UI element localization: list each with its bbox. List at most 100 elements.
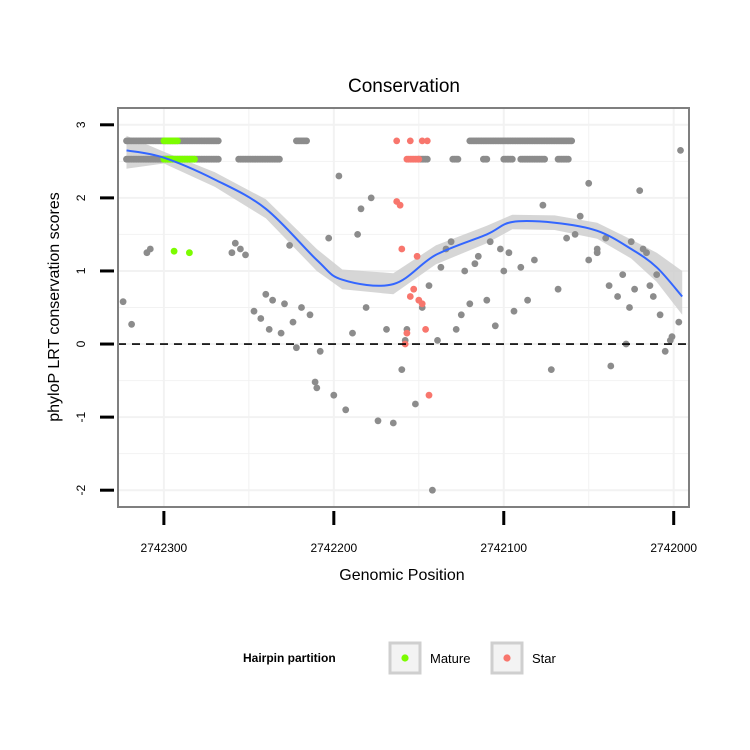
data-point-other (646, 282, 654, 289)
data-point-other (649, 293, 657, 300)
x-axis-title: Genomic Position (339, 567, 464, 584)
data-point-other (434, 337, 441, 344)
x-axis: 2742300 2742200 2742100 2742000 (141, 511, 697, 555)
data-point-other (330, 391, 338, 399)
y-tick-label: 0 (74, 340, 88, 347)
data-point-other (289, 318, 297, 326)
y-axis: -2 -1 0 1 2 3 (74, 121, 114, 496)
data-point-star (406, 293, 414, 300)
data-point-other (303, 137, 310, 145)
data-point-other (242, 251, 249, 259)
data-point-other (554, 285, 562, 293)
data-point-other (631, 285, 638, 293)
data-point-other (474, 252, 482, 260)
data-point-other (257, 315, 265, 322)
data-point-other (454, 155, 462, 163)
data-point-other (335, 172, 343, 180)
y-tick-label: -2 (74, 485, 88, 496)
data-point-other (677, 147, 684, 154)
y-axis-title: phyloP LRT conservation scores (46, 192, 63, 421)
data-point-other (661, 347, 669, 355)
data-point-other (585, 256, 593, 264)
data-point-star (422, 326, 429, 333)
data-point-other (119, 298, 127, 306)
data-point-other (531, 256, 538, 264)
data-point-other (668, 333, 676, 341)
data-point-other (547, 366, 555, 373)
data-point-other (425, 282, 433, 289)
data-point-other (306, 311, 314, 319)
loess-smooth-line (126, 149, 683, 298)
data-point-other (675, 318, 683, 326)
data-point-other (214, 137, 222, 145)
data-point-other (313, 384, 321, 392)
x-tick-label: 2742000 (650, 541, 697, 555)
data-point-other (571, 231, 579, 238)
data-point-mature (186, 249, 193, 257)
y-tick-label: -1 (74, 411, 88, 422)
data-point-other (486, 238, 494, 246)
data-point-mature (174, 137, 181, 145)
data-point-other (276, 155, 283, 163)
data-point-other (325, 234, 333, 242)
data-point-other (423, 155, 431, 163)
data-point-other (281, 300, 288, 308)
data-point-other (656, 311, 664, 319)
data-point-other (265, 326, 273, 333)
data-point-other (357, 205, 365, 213)
data-point-other (483, 155, 491, 163)
data-point-other (508, 155, 516, 163)
data-point-other (398, 366, 406, 373)
legend-point-star (503, 654, 511, 662)
data-point-other (500, 267, 508, 275)
data-point-other (146, 245, 154, 253)
grid (118, 108, 689, 507)
data-point-other (412, 400, 419, 408)
data-point-other (214, 155, 222, 163)
x-tick-label: 2742300 (141, 541, 188, 555)
data-point-other (383, 326, 390, 333)
data-point-other (483, 296, 491, 304)
data-point-other (277, 329, 285, 337)
data-point-other (228, 249, 236, 257)
data-point-other (653, 271, 661, 278)
data-point-other (374, 417, 382, 425)
data-point-other (237, 245, 244, 253)
data-point-other (524, 296, 531, 304)
data-point-star (418, 137, 426, 145)
data-point-other (128, 320, 136, 328)
legend-title: Hairpin partition (243, 651, 336, 665)
y-tick-label: 1 (74, 267, 88, 274)
x-tick-label: 2742100 (480, 541, 527, 555)
data-point-star (418, 300, 426, 308)
data-point-star (423, 137, 431, 145)
data-point-other (250, 307, 258, 315)
data-point-other (447, 238, 455, 246)
data-point-other (497, 245, 504, 253)
data-point-star (410, 285, 418, 293)
data-point-other (576, 212, 584, 220)
data-point-other (466, 300, 474, 308)
data-point-other (471, 260, 479, 268)
data-point-other (429, 486, 436, 494)
data-point-other (568, 137, 576, 145)
data-point-other (437, 263, 445, 271)
data-point-other (643, 249, 650, 257)
data-point-other (614, 293, 621, 300)
data-point-other (505, 249, 513, 257)
data-point-mature (191, 155, 198, 163)
data-point-other (539, 201, 547, 209)
data-point-other (626, 304, 633, 311)
data-point-other (298, 304, 305, 311)
data-point-other (564, 155, 572, 163)
data-point-other (231, 239, 239, 247)
legend: Hairpin partition Mature Star (243, 641, 557, 675)
x-tick-label: 2742200 (310, 541, 357, 555)
data-point-other (605, 282, 613, 289)
data-point-star (415, 155, 423, 163)
data-point-other (342, 406, 350, 414)
data-point-other (491, 322, 499, 330)
data-point-star (406, 137, 414, 145)
data-point-star (398, 245, 406, 253)
